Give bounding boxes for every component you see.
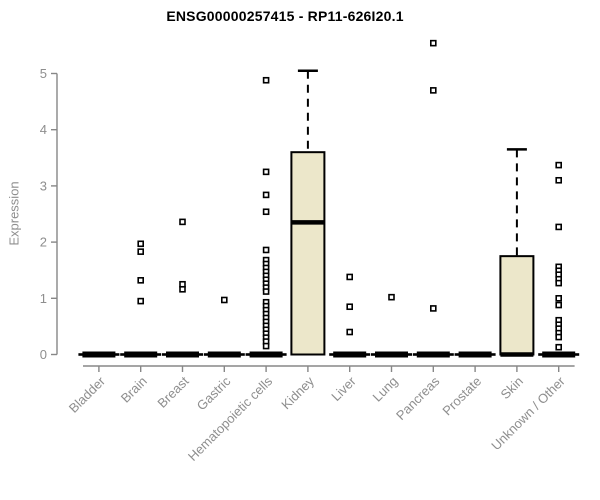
- boxplot-breast: [162, 218, 203, 358]
- outlier-point: [262, 191, 270, 199]
- collapsed-box: [416, 351, 450, 358]
- iqr-box: [290, 151, 326, 356]
- collapsed-box: [458, 351, 492, 358]
- y-tick-label: 4: [40, 122, 47, 137]
- outlier-point: [346, 273, 354, 281]
- collapsed-box: [207, 351, 241, 358]
- x-tick-label-breast: Breast: [154, 373, 191, 410]
- collapsed-box: [166, 351, 199, 358]
- outlier-point: [262, 342, 270, 350]
- x-tick-label-prostate: Prostate: [439, 374, 484, 419]
- x-tick-label-brain: Brain: [118, 374, 150, 406]
- outlier-point: [555, 301, 563, 309]
- outlier-point: [555, 333, 563, 341]
- x-tick-label-unknown-other: Unknown / Other: [488, 373, 568, 453]
- x-tick-label-kidney: Kidney: [278, 373, 317, 412]
- x-tick-label-lung: Lung: [370, 374, 401, 405]
- boxplot-hematopoietic-cells: [245, 76, 287, 358]
- y-tick-label: 2: [40, 235, 47, 250]
- x-tick-label-pancreas: Pancreas: [393, 373, 443, 423]
- iqr-box: [499, 255, 535, 356]
- boxplot-lung: [371, 293, 412, 358]
- collapsed-box: [375, 351, 408, 358]
- outlier-point: [346, 303, 354, 311]
- boxplot-prostate: [454, 351, 496, 358]
- y-tick-label: 1: [40, 291, 47, 306]
- boxplot-pancreas: [412, 39, 454, 358]
- outlier-point: [262, 76, 270, 84]
- boxplot-kidney: [290, 69, 326, 356]
- collapsed-box: [249, 351, 283, 358]
- outlier-point: [137, 277, 144, 284]
- boxplot-brain: [120, 240, 162, 358]
- outlier-point: [221, 296, 228, 304]
- outlier-point: [262, 208, 270, 216]
- x-tick-label-skin: Skin: [498, 374, 526, 402]
- y-tick-label: 5: [40, 66, 47, 81]
- outlier-point: [388, 293, 395, 301]
- boxplot-skin: [499, 148, 535, 357]
- boxplot-unknown-other: [538, 161, 580, 358]
- outlier-point: [179, 218, 186, 226]
- outlier-point: [346, 328, 354, 336]
- outlier-point: [555, 279, 563, 287]
- outlier-point: [262, 246, 270, 254]
- y-tick-label: 0: [40, 347, 47, 362]
- outlier-point: [137, 240, 144, 248]
- outlier-point: [179, 280, 186, 288]
- outlier-point: [555, 343, 563, 351]
- outlier-point: [179, 286, 186, 293]
- outlier-point: [137, 297, 144, 305]
- y-tick-label: 3: [40, 178, 47, 193]
- outlier-point: [429, 305, 437, 312]
- boxplot-gastric: [203, 296, 245, 358]
- outlier-point: [555, 223, 563, 231]
- outlier-point: [429, 39, 437, 47]
- boxplot-bladder: [78, 351, 120, 358]
- boxplot-liver: [329, 273, 371, 358]
- outlier-point: [555, 176, 563, 184]
- collapsed-box: [333, 351, 367, 358]
- x-tick-label-gastric: Gastric: [194, 373, 234, 413]
- x-tick-label-liver: Liver: [328, 373, 359, 404]
- outlier-point: [262, 168, 270, 176]
- outlier-point: [555, 294, 563, 302]
- outlier-point: [262, 288, 270, 295]
- y-axis-label: Expression: [6, 181, 22, 246]
- collapsed-box: [82, 351, 116, 358]
- outlier-point: [555, 161, 563, 169]
- x-tick-label-bladder: Bladder: [66, 373, 109, 416]
- collapsed-box: [124, 351, 158, 358]
- outlier-point: [137, 248, 144, 255]
- collapsed-box: [542, 351, 576, 358]
- chart-title: ENSG00000257415 - RP11-626I20.1: [166, 8, 404, 24]
- outlier-point: [429, 87, 437, 94]
